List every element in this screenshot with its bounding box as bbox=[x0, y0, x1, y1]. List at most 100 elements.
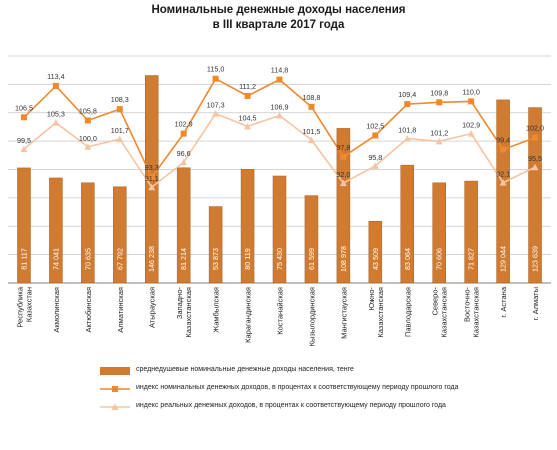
line-value-label: 109,8 bbox=[430, 88, 448, 97]
line-value-label: 92,0 bbox=[336, 170, 350, 179]
category-label-line: Республика bbox=[15, 286, 24, 327]
line-point bbox=[531, 163, 539, 171]
line-point bbox=[52, 82, 59, 89]
line-point bbox=[467, 130, 475, 137]
legend-swatch bbox=[100, 403, 130, 411]
chart-title-line1: Номинальные денежные доходы населения bbox=[151, 4, 406, 16]
bar-value-label: 81 117 bbox=[19, 248, 28, 269]
bar bbox=[368, 221, 383, 284]
category-label-line: Павлодарская bbox=[403, 287, 412, 337]
data-labels: 81 117 74 041 70 635 67 792 146 238 81 214 53 … bbox=[15, 65, 544, 272]
line-point bbox=[436, 99, 443, 106]
bar bbox=[336, 128, 351, 284]
legend-label: индекс реальных денежных доходов, в проц… bbox=[136, 402, 446, 409]
bar-value-label: 146 238 bbox=[147, 246, 156, 272]
bar-value-label: 53 873 bbox=[211, 248, 220, 270]
bar-value-label: 71 827 bbox=[467, 248, 476, 270]
line-value-label: 101,5 bbox=[302, 127, 320, 136]
line-value-label: 95,8 bbox=[368, 153, 382, 162]
line-value-label: 102,5 bbox=[366, 121, 384, 130]
line-value-label: 95,5 bbox=[528, 154, 542, 163]
line-value-label: 108,8 bbox=[302, 93, 320, 102]
bar-value-label: 74 041 bbox=[51, 248, 60, 270]
bar bbox=[208, 206, 223, 284]
line-point bbox=[372, 132, 379, 139]
category-label-line: Акмолинская bbox=[52, 287, 61, 333]
line-value-label: 106,5 bbox=[15, 103, 33, 112]
line-value-label: 113,4 bbox=[47, 72, 64, 81]
line-point bbox=[435, 137, 443, 145]
line-value-label: 104,5 bbox=[239, 113, 257, 122]
category-label: Жамбылская bbox=[212, 287, 221, 333]
line-value-label: 114,8 bbox=[271, 66, 288, 75]
category-label: Мангистауская bbox=[339, 287, 348, 339]
bar-value-label: 80 119 bbox=[243, 248, 252, 269]
category-label-line: Алматинская bbox=[116, 287, 125, 333]
category-label: Атырауская bbox=[148, 287, 157, 328]
bar-value-label: 70 635 bbox=[83, 248, 92, 270]
bar-value-label: 70 606 bbox=[435, 248, 444, 270]
category-label: Актюбинская bbox=[84, 287, 93, 332]
line-point bbox=[20, 114, 27, 121]
line-value-label: 105,3 bbox=[47, 110, 65, 119]
bar bbox=[176, 167, 191, 284]
line-point bbox=[308, 103, 315, 110]
legend-swatch bbox=[100, 385, 130, 393]
line-value-label: 97,8 bbox=[336, 143, 350, 152]
line-point bbox=[180, 158, 188, 166]
line-point bbox=[148, 183, 156, 191]
line-point bbox=[20, 145, 28, 153]
category-label-line: Западно- bbox=[175, 287, 184, 320]
category-label-line: Атырауская bbox=[148, 287, 157, 328]
line-value-label: 109,4 bbox=[398, 90, 416, 99]
line-point bbox=[116, 106, 123, 113]
line-value-label: 105,8 bbox=[79, 106, 97, 115]
line-value-label: 93,3 bbox=[145, 163, 159, 172]
category-label: г. Астана bbox=[499, 286, 508, 317]
category-label: Западно- Казахстанская bbox=[175, 287, 193, 338]
line-value-label: 115,0 bbox=[207, 65, 224, 74]
category-label: Акмолинская bbox=[52, 287, 61, 333]
category-label: Северо- Казахстанская bbox=[431, 286, 449, 337]
gridlines bbox=[8, 55, 551, 284]
line-point bbox=[532, 134, 539, 141]
bar-value-label: 81 214 bbox=[179, 248, 188, 270]
line-point bbox=[212, 110, 220, 117]
line-point bbox=[403, 135, 411, 142]
category-label: Южно- Казахстанская bbox=[367, 286, 385, 337]
category-label-line: г. Алматы bbox=[531, 287, 540, 320]
category-label-line: Казахстанская bbox=[440, 287, 449, 338]
line-point bbox=[500, 146, 507, 153]
line-value-label: 107,3 bbox=[207, 101, 225, 110]
bar bbox=[272, 175, 287, 284]
line-point bbox=[371, 162, 379, 169]
line-point bbox=[244, 122, 252, 130]
bar-value-label: 123 639 bbox=[531, 246, 540, 272]
line-point bbox=[276, 76, 283, 83]
bar-value-label: 43 509 bbox=[371, 248, 380, 270]
category-label: Костанайская bbox=[276, 287, 285, 335]
category-label-line: Северо- bbox=[431, 286, 440, 315]
bar bbox=[432, 182, 446, 284]
category-label-line: Костанайская bbox=[276, 287, 285, 335]
category-label-line: Казахстанская bbox=[472, 287, 481, 338]
line-value-label: 106,9 bbox=[271, 102, 289, 111]
line-value-label: 99,4 bbox=[496, 136, 510, 145]
line-value-label: 100,0 bbox=[79, 134, 97, 143]
category-label-line: Казахстанская bbox=[184, 287, 193, 338]
bar-value-label: 67 792 bbox=[115, 248, 124, 270]
line-series bbox=[20, 75, 539, 191]
category-label-line: Казахстанская bbox=[376, 287, 385, 338]
line-value-label: 101,2 bbox=[430, 128, 448, 137]
category-label: Кызылординская bbox=[307, 287, 316, 346]
bar-value-label: 129 044 bbox=[499, 246, 508, 272]
category-label-line: Южно- bbox=[367, 286, 376, 310]
legend-swatch bbox=[100, 367, 130, 375]
chart-title-line2: в III квартале 2017 года bbox=[212, 19, 345, 31]
bar-value-label: 108 978 bbox=[339, 246, 348, 272]
line-value-label: 102,0 bbox=[526, 124, 544, 133]
bar-series bbox=[17, 75, 542, 284]
category-label-line: Жамбылская bbox=[212, 287, 221, 333]
bar bbox=[17, 167, 31, 284]
